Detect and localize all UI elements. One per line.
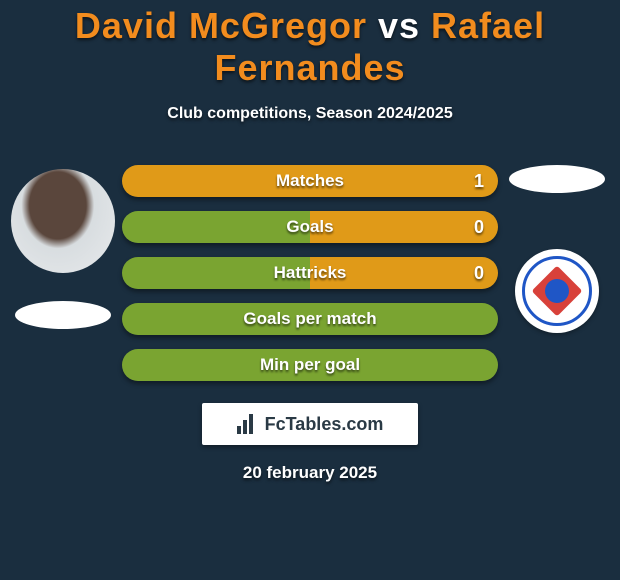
stat-bars: Matches1Goals0Hattricks0Goals per matchM… bbox=[118, 163, 502, 381]
player-right-flag bbox=[509, 165, 605, 193]
branding-text: FcTables.com bbox=[265, 414, 384, 435]
stat-bar: Min per goal bbox=[122, 349, 498, 381]
title-player-left: David McGregor bbox=[75, 5, 367, 46]
bar-chart-icon bbox=[237, 414, 259, 434]
footer-date: 20 february 2025 bbox=[0, 463, 620, 483]
right-side bbox=[502, 163, 612, 333]
player-right-crest bbox=[515, 249, 599, 333]
comparison-layout: Matches1Goals0Hattricks0Goals per matchM… bbox=[0, 163, 620, 381]
comparison-subtitle: Club competitions, Season 2024/2025 bbox=[0, 105, 620, 123]
bar-value-right: 1 bbox=[474, 165, 484, 197]
title-vs: vs bbox=[367, 5, 431, 46]
bar-label: Goals per match bbox=[122, 303, 498, 335]
bar-label: Min per goal bbox=[122, 349, 498, 381]
stat-bar: Hattricks0 bbox=[122, 257, 498, 289]
player-left-avatar bbox=[11, 169, 115, 273]
comparison-title: David McGregor vs Rafael Fernandes bbox=[0, 0, 620, 89]
left-side bbox=[8, 163, 118, 329]
stat-bar: Goals0 bbox=[122, 211, 498, 243]
bar-label: Goals bbox=[122, 211, 498, 243]
bar-value-right: 0 bbox=[474, 257, 484, 289]
crest-inner-icon bbox=[532, 266, 583, 317]
stat-bar: Goals per match bbox=[122, 303, 498, 335]
branding-badge: FcTables.com bbox=[202, 403, 418, 445]
bar-value-right: 0 bbox=[474, 211, 484, 243]
player-left-flag bbox=[15, 301, 111, 329]
stat-bar: Matches1 bbox=[122, 165, 498, 197]
bar-label: Hattricks bbox=[122, 257, 498, 289]
bar-label: Matches bbox=[122, 165, 498, 197]
